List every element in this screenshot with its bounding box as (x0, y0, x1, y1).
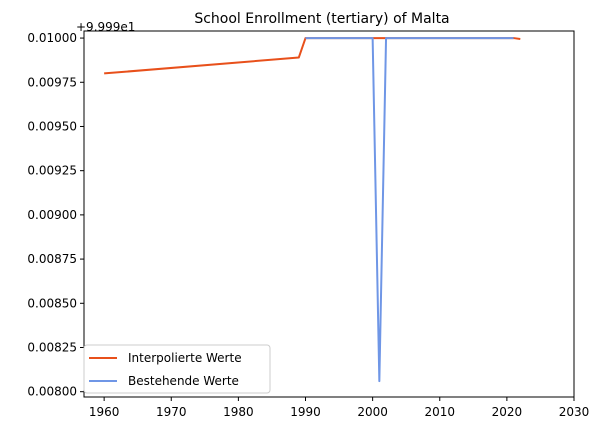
y-tick-label: 0.00950 (27, 119, 77, 133)
x-tick-label: 2030 (559, 405, 590, 419)
y-tick-label: 0.00925 (27, 164, 77, 178)
y-tick-label: 0.00800 (27, 385, 77, 399)
y-tick-label: 0.01000 (27, 31, 77, 45)
plot-frame (83, 30, 575, 398)
y-axis-ticks: 0.00800 0.00825 0.00850 0.00875 0.00900 0.009… (27, 31, 84, 399)
y-tick-label: 0.00850 (27, 296, 77, 310)
legend-label-existing: Bestehende Werte (128, 374, 239, 388)
chart-title: School Enrollment (tertiary) of Malta (194, 11, 449, 27)
y-tick-label: 0.00900 (27, 208, 77, 222)
x-tick-label: 1960 (89, 405, 120, 419)
y-tick-label: 0.00875 (27, 252, 77, 266)
x-tick-label: 2010 (424, 405, 455, 419)
x-tick-label: 2000 (357, 405, 388, 419)
x-tick-label: 2020 (492, 405, 523, 419)
y-tick-label: 0.00975 (27, 75, 77, 89)
x-axis-ticks: 1960 1970 1980 1990 2000 2010 2020 2030 (89, 397, 589, 419)
y-tick-label: 0.00825 (27, 340, 77, 354)
y-offset-label: +9.999e1 (76, 20, 135, 34)
series-layer (104, 37, 521, 383)
series-line-existing (305, 37, 514, 383)
legend-label-interpolated: Interpolierte Werte (128, 351, 242, 365)
x-tick-label: 1990 (290, 405, 321, 419)
x-tick-label: 1980 (223, 405, 254, 419)
legend: Interpolierte Werte Bestehende Werte (83, 344, 271, 394)
x-tick-label: 1970 (156, 405, 187, 419)
legend-box (83, 344, 271, 394)
series-line-interpolated (104, 37, 521, 75)
